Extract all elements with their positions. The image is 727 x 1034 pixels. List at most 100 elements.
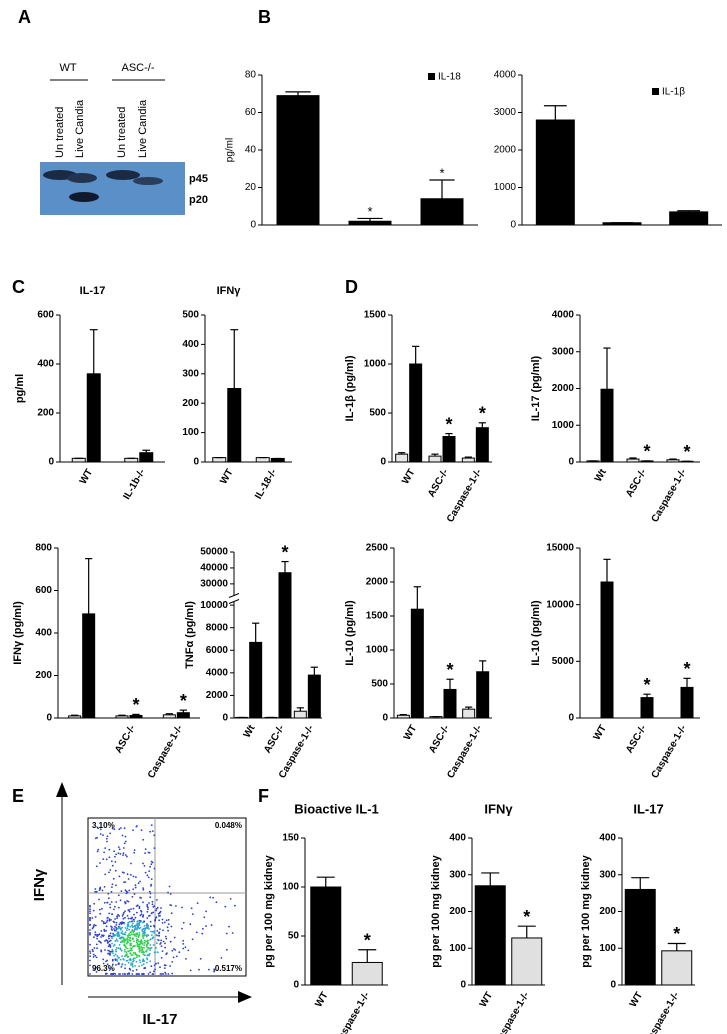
x-tick-label: WT (628, 990, 645, 1009)
event-dot (132, 907, 135, 910)
event-dot (92, 926, 95, 929)
event-dot (136, 933, 139, 936)
event-dot (123, 827, 126, 830)
bar (82, 613, 96, 719)
bar (227, 388, 242, 463)
y-tick-label: 200 (599, 906, 616, 917)
event-dot (109, 903, 111, 906)
y-tick-label: 100 (282, 882, 299, 893)
bar (278, 572, 292, 719)
event-dot (169, 965, 172, 967)
event-dot (94, 933, 97, 936)
event-dot (135, 876, 137, 879)
event-dot (89, 952, 92, 954)
event-dot (138, 973, 141, 975)
event-dot (138, 940, 140, 943)
event-dot (145, 940, 148, 943)
event-dot (108, 848, 111, 851)
event-dot (106, 901, 109, 904)
panel-label: D (345, 277, 358, 297)
event-dot (128, 967, 131, 970)
event-dot (140, 941, 143, 944)
event-dot (154, 951, 157, 954)
bar (535, 119, 575, 226)
group-label: ASC-/- (122, 62, 155, 74)
event-dot (169, 940, 172, 943)
event-dot (153, 834, 156, 837)
bar (255, 457, 270, 463)
event-dot (153, 905, 156, 908)
event-dot (133, 940, 135, 943)
event-dot (118, 828, 121, 831)
event-dot (133, 913, 135, 916)
event-dot (131, 946, 134, 948)
event-dot (104, 949, 106, 951)
event-dot (215, 901, 218, 904)
event-dot (137, 882, 140, 885)
event-dot (190, 907, 193, 910)
event-dot (116, 932, 119, 935)
blot-band (67, 173, 97, 183)
event-dot (140, 909, 142, 912)
event-dot (130, 949, 133, 952)
event-dot (225, 932, 228, 935)
event-dot (159, 943, 162, 945)
event-dot (123, 933, 126, 935)
event-dot (125, 938, 127, 941)
event-dot (106, 921, 108, 923)
event-dot (142, 914, 145, 917)
event-dot (93, 969, 96, 971)
event-dot (149, 949, 152, 951)
event-dot (106, 939, 109, 942)
lane-label: Un treated (54, 107, 66, 158)
event-dot (139, 961, 142, 964)
event-dot (106, 959, 109, 962)
event-dot (89, 929, 91, 931)
event-dot (143, 944, 146, 946)
event-dot (115, 964, 117, 966)
event-dot (126, 900, 128, 902)
bar (249, 641, 263, 719)
event-dot (182, 943, 185, 945)
bar (395, 453, 409, 463)
event-dot (122, 973, 124, 975)
event-dot (89, 932, 91, 934)
event-dot (124, 889, 127, 892)
x-axis-label: IL-17 (142, 1011, 177, 1028)
event-dot (106, 835, 109, 838)
event-dot (117, 894, 120, 897)
y-axis-label: IL-1β (pg/ml) (344, 355, 356, 421)
event-dot (89, 943, 91, 946)
event-dot (155, 934, 158, 936)
event-dot (126, 973, 129, 975)
event-dot (143, 973, 145, 975)
event-dot (124, 835, 127, 838)
group-label: WT (59, 62, 76, 74)
event-dot (134, 916, 137, 919)
event-dot (89, 912, 91, 915)
event-dot (99, 908, 101, 911)
significance: * (132, 695, 139, 715)
event-dot (93, 947, 96, 949)
event-dot (127, 934, 130, 937)
y-tick-label: 8000 (206, 622, 229, 633)
event-dot (105, 929, 107, 932)
event-dot (130, 873, 132, 876)
event-dot (102, 958, 105, 961)
event-dot (153, 932, 156, 934)
event-dot (106, 942, 109, 944)
event-dot (148, 870, 151, 872)
event-dot (99, 912, 102, 915)
event-dot (106, 840, 108, 843)
event-dot (127, 917, 130, 920)
event-dot (134, 944, 136, 947)
event-dot (115, 924, 118, 926)
event-dot (123, 939, 126, 942)
event-dot (123, 911, 125, 914)
event-dot (142, 937, 145, 939)
event-dot (116, 947, 118, 949)
event-dot (115, 901, 118, 903)
event-dot (149, 947, 152, 949)
y-axis-label: pg/ml (225, 138, 236, 162)
event-dot (150, 912, 153, 915)
